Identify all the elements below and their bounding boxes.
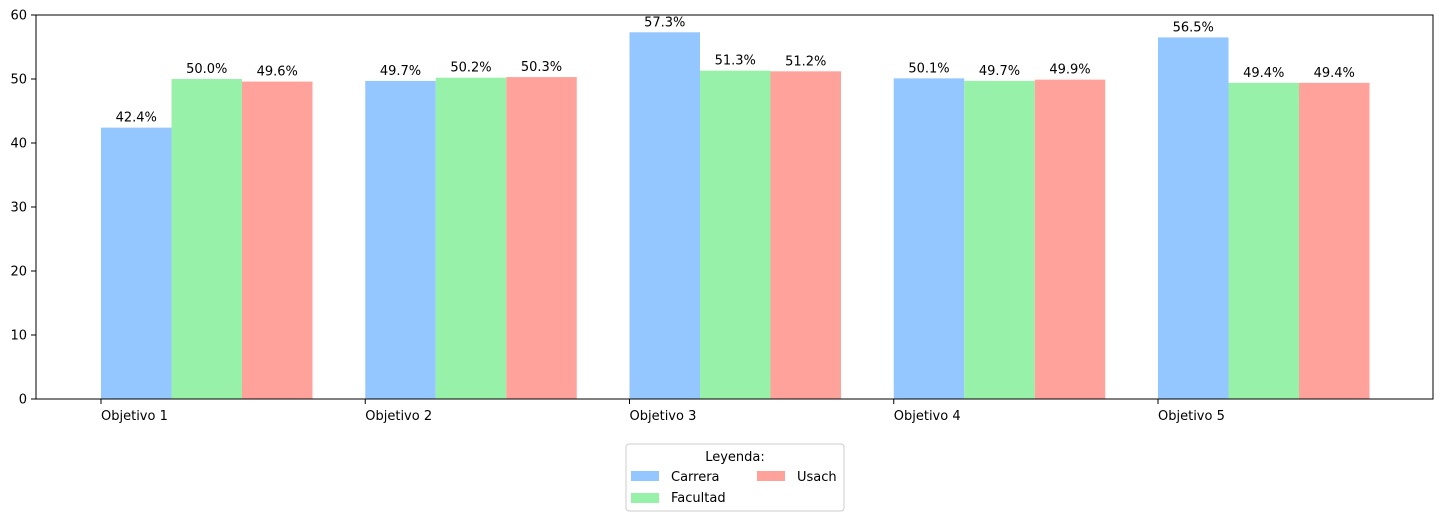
data-label-carrera-3: 57.3% [644, 15, 685, 30]
bar-carrera-2 [365, 80, 436, 400]
x-axis: Objetivo 1 Objetivo 2 Objetivo 3 Objetivo 4… [100, 399, 1225, 424]
data-label-facultad-4: 49.7% [979, 64, 1020, 79]
bar-usach-3 [770, 71, 841, 399]
data-label-usach-2: 50.3% [521, 60, 562, 75]
bars-layer [101, 32, 1370, 400]
bar-usach-5 [1299, 82, 1370, 399]
y-tick-label: 30 [10, 201, 27, 216]
legend-label-carrera: Carrera [671, 470, 720, 485]
bar-facultad-1 [171, 79, 242, 399]
legend-entry-facultad: Facultad [631, 491, 726, 506]
data-label-carrera-4: 50.1% [908, 61, 949, 76]
legend-label-facultad: Facultad [671, 491, 726, 506]
bar-facultad-3 [700, 70, 771, 400]
bar-carrera-3 [629, 32, 700, 399]
bar-facultad-5 [1228, 82, 1299, 399]
data-label-facultad-2: 50.2% [450, 61, 491, 76]
y-tick-label: 60 [10, 9, 27, 24]
y-tick-label: 40 [10, 137, 27, 152]
legend-swatch-carrera [631, 471, 659, 481]
bar-carrera-4 [893, 78, 965, 400]
data-label-carrera-5: 56.5% [1173, 20, 1214, 35]
bar-usach-1 [242, 81, 313, 399]
data-label-usach-4: 49.9% [1049, 63, 1090, 78]
data-label-facultad-1: 50.0% [186, 62, 227, 77]
y-tick-label: 50 [10, 73, 27, 88]
legend-label-usach: Usach [797, 470, 837, 485]
data-label-usach-3: 51.2% [785, 54, 826, 69]
data-label-carrera-1: 42.4% [116, 111, 157, 126]
bar-facultad-4 [964, 80, 1035, 400]
y-tick-label: 0 [19, 393, 27, 408]
bar-usach-2 [506, 77, 577, 399]
y-tick-label: 20 [10, 265, 27, 280]
legend-entry-usach: Usach [757, 470, 837, 485]
data-label-facultad-3: 51.3% [715, 54, 756, 69]
bar-facultad-2 [435, 77, 507, 399]
legend-entry-carrera: Carrera [631, 470, 720, 485]
y-axis: 0 10 20 30 40 50 60 [10, 9, 36, 408]
legend-swatch-facultad [631, 493, 659, 503]
bar-carrera-5 [1158, 37, 1229, 400]
x-tick-label: Objetivo 5 [1158, 409, 1225, 424]
bar-usach-4 [1034, 79, 1106, 399]
legend-title: Leyenda: [705, 450, 765, 465]
legend-box [625, 443, 845, 512]
bar-carrera-1 [101, 127, 172, 399]
legend: Leyenda: Carrera Facultad Usach [625, 443, 845, 512]
y-tick-label: 10 [10, 329, 27, 344]
legend-swatch-usach [757, 471, 785, 481]
data-label-usach-5: 49.4% [1314, 66, 1355, 81]
data-label-usach-1: 49.6% [257, 65, 298, 80]
x-tick-label: Objetivo 4 [894, 409, 961, 424]
x-tick-label: Objetivo 3 [630, 409, 697, 424]
x-tick-label: Objetivo 1 [101, 409, 168, 424]
value-labels-layer: 42.4% 49.7% 57.3% 50.1% 56.5% 50.0% 50.2% 51.3%… [116, 15, 1355, 125]
data-label-facultad-5: 49.4% [1243, 66, 1284, 81]
x-tick-label: Objetivo 2 [365, 409, 432, 424]
data-label-carrera-2: 49.7% [380, 64, 421, 79]
